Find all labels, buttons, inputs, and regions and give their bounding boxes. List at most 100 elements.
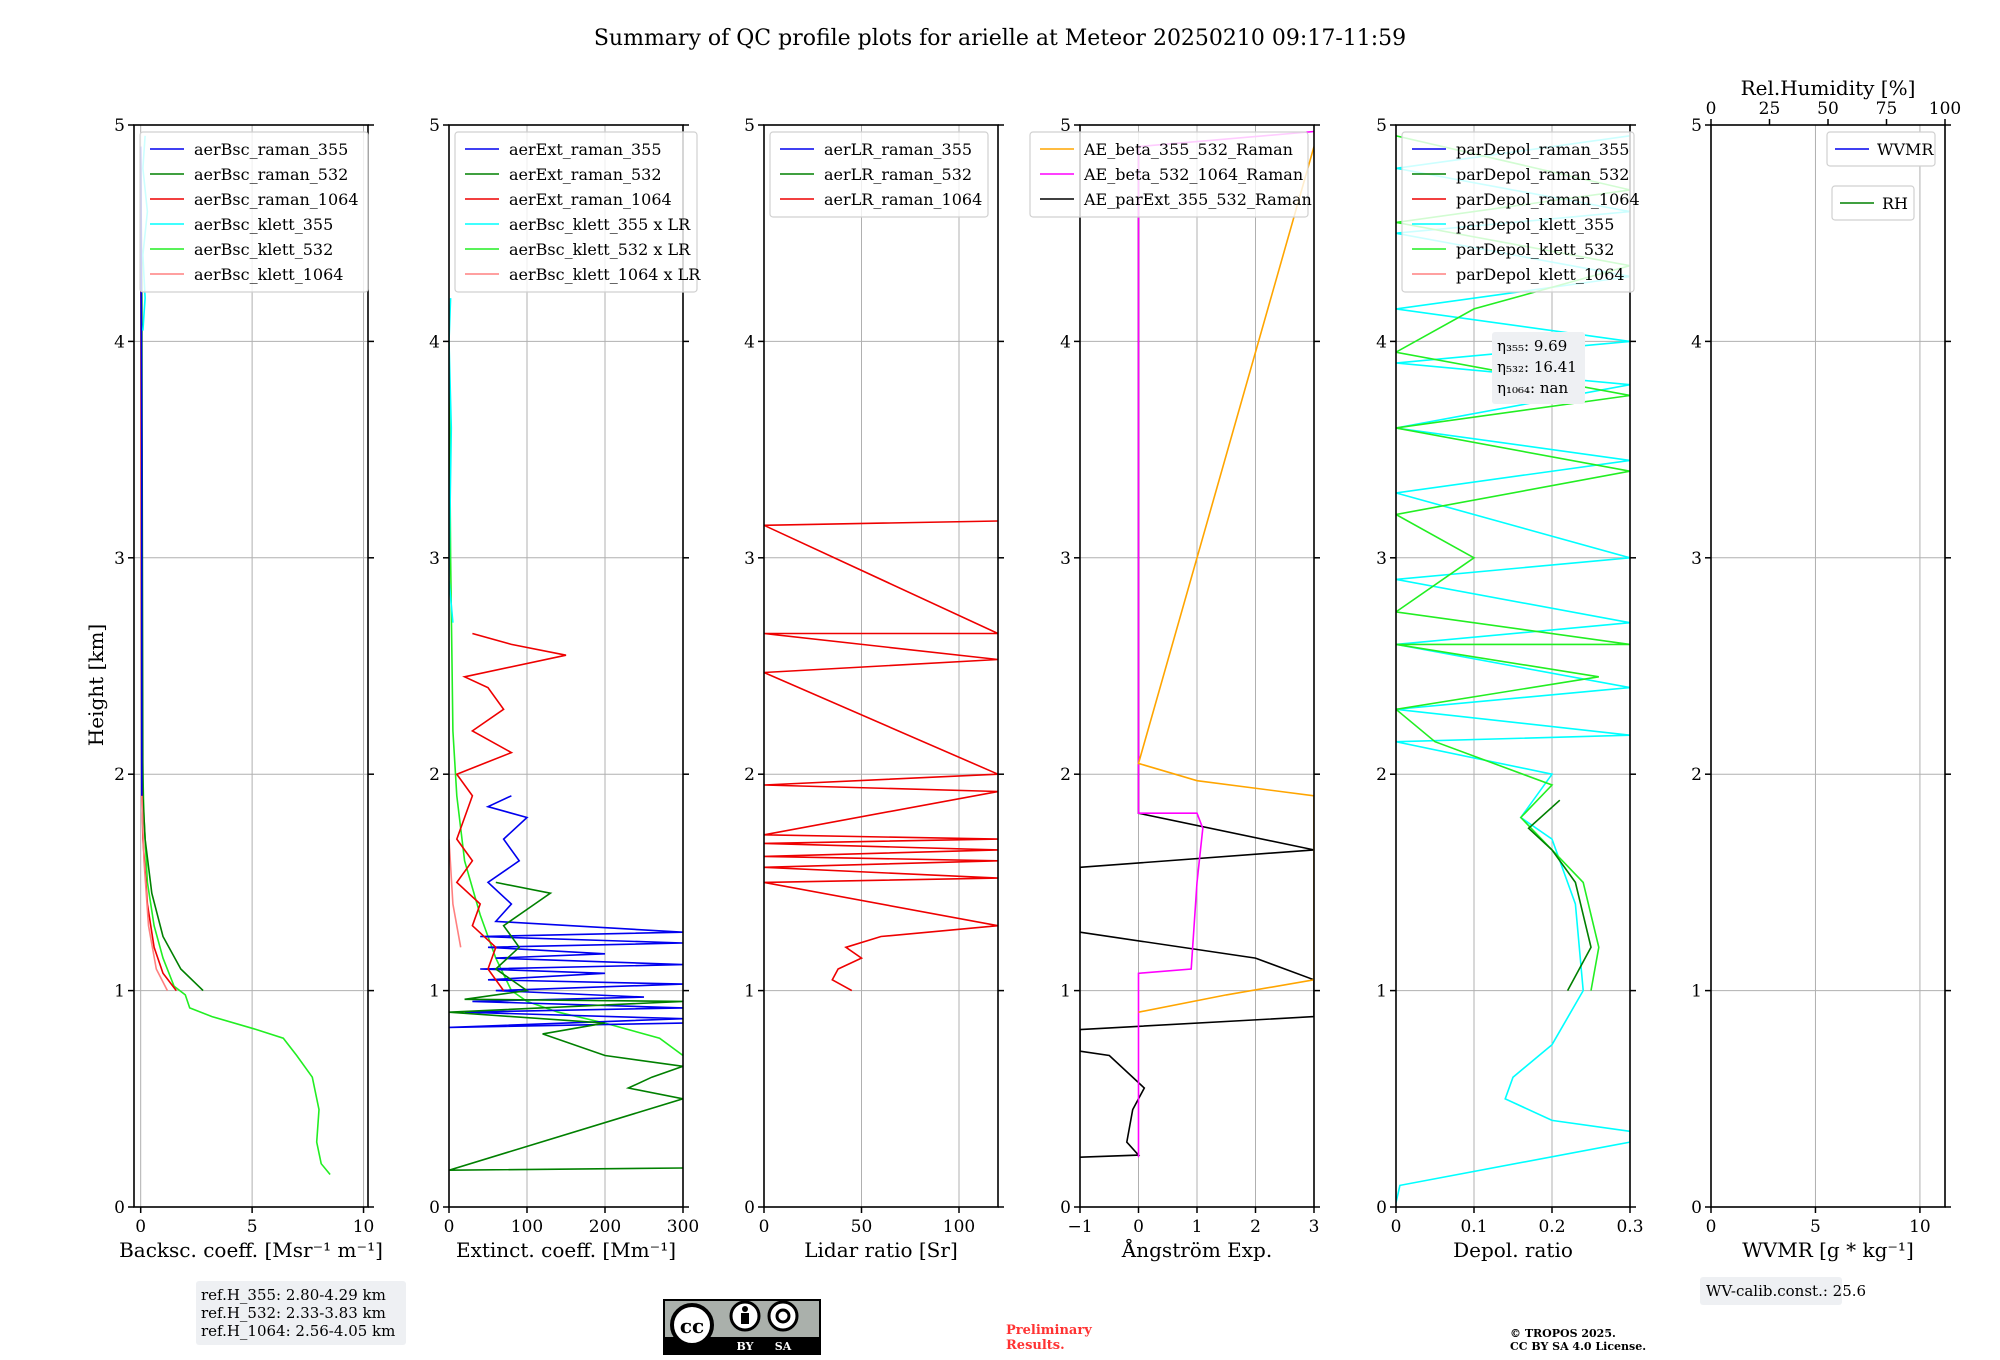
copyright-line-1: © TROPOS 2025. <box>1510 1327 1616 1340</box>
legend-label: aerBsc_klett_532 x LR <box>509 240 691 259</box>
legend-box <box>769 131 989 218</box>
legend-label: aerExt_raman_532 <box>509 165 662 184</box>
y-tick-label: 3 <box>1691 549 1702 569</box>
series-aerLR_raman_1064 <box>764 520 998 992</box>
sa-icon-arrow <box>775 1308 791 1324</box>
y-tick-label: 5 <box>1376 116 1387 136</box>
top-x-tick-label: 100 <box>1929 99 1961 119</box>
y-tick-label: 0 <box>114 1198 125 1218</box>
legend-label: aerBsc_klett_532 <box>194 240 333 259</box>
y-tick-label: 3 <box>1376 549 1387 569</box>
by-icon-body <box>741 1313 749 1324</box>
legend-label: aerLR_raman_1064 <box>824 190 982 209</box>
axes-frame <box>1395 124 1631 1208</box>
top-x-axis-label: Rel.Humidity [%] <box>1741 76 1916 100</box>
x-tick-label: 0 <box>444 1217 455 1237</box>
y-tick-label: 3 <box>744 549 755 569</box>
legend-label: aerLR_raman_355 <box>824 140 972 159</box>
series-parDepol_klett_532 <box>1396 135 1630 991</box>
axes-frame <box>1710 124 1946 1208</box>
legend-label: AE_parExt_355_532_Raman <box>1083 190 1312 209</box>
legend: aerBsc_raman_355 aerBsc_raman_532 aerBsc_r… <box>139 131 369 293</box>
y-tick-label: 1 <box>114 982 125 1002</box>
legend-label: parDepol_klett_532 <box>1456 240 1614 259</box>
y-tick-label: 4 <box>114 332 125 352</box>
x-tick-label: 0 <box>759 1217 770 1237</box>
axes-frame <box>448 124 684 1208</box>
x-tick-label: 100 <box>943 1217 975 1237</box>
legend-label: RH <box>1882 194 1908 213</box>
x-tick-label: 0.1 <box>1460 1217 1487 1237</box>
x-tick-label: 10 <box>1909 1217 1931 1237</box>
x-tick-label: 3 <box>1309 1217 1320 1237</box>
legend-label: aerBsc_raman_1064 <box>194 190 359 209</box>
series-AE_beta_532_1064_Raman <box>1137 130 1314 1158</box>
x-tick-label: 1 <box>1192 1217 1203 1237</box>
series-group <box>1396 135 1630 1203</box>
x-tick-label: 100 <box>511 1217 543 1237</box>
x-axis-label: WVMR [g * kg⁻¹] <box>1742 1238 1914 1262</box>
legend-label: AE_beta_532_1064_Raman <box>1083 165 1303 184</box>
y-tick-label: 4 <box>744 332 755 352</box>
by-label: BY <box>737 1340 754 1353</box>
x-tick-label: 0.2 <box>1538 1217 1565 1237</box>
figure-title: Summary of QC profile plots for arielle … <box>594 26 1406 51</box>
x-axis-label: Backsc. coeff. [Msr⁻¹ m⁻¹] <box>119 1238 383 1262</box>
x-tick-label: 0 <box>1133 1217 1144 1237</box>
legend: WVMR RH <box>1826 131 1936 221</box>
y-tick-label: 1 <box>1691 982 1702 1002</box>
series-AE_parExt_355_532_Raman <box>1080 146 1314 1158</box>
axes-frame <box>133 124 369 1208</box>
ref-height-1064: ref.H_1064: 2.56-4.05 km <box>201 1322 395 1340</box>
y-tick-label: 4 <box>1376 332 1387 352</box>
y-tick-label: 0 <box>1060 1198 1071 1218</box>
x-tick-label: 2 <box>1250 1217 1261 1237</box>
x-tick-label: 0 <box>135 1217 146 1237</box>
top-x-tick-label: 50 <box>1817 99 1839 119</box>
ref-height-532: ref.H_532: 2.33-3.83 km <box>201 1304 386 1322</box>
y-tick-label: 3 <box>1060 549 1071 569</box>
y-tick-label: 4 <box>429 332 440 352</box>
legend-label: WVMR <box>1877 140 1934 159</box>
y-tick-label: 2 <box>114 765 125 785</box>
legend-label: aerBsc_klett_355 x LR <box>509 215 691 234</box>
series-parDepol_raman_532 <box>1527 799 1592 991</box>
legend-label: aerBsc_raman_355 <box>194 140 348 159</box>
series-aerBsc_klett_532 <box>139 168 331 1176</box>
wv-calib-box: WV-calib.const.: 25.6 <box>1700 1277 1866 1305</box>
legend-box <box>1029 131 1309 218</box>
preliminary-line-2: Results. <box>1006 1338 1065 1353</box>
legend-label: aerBsc_klett_1064 <box>194 265 343 284</box>
y-tick-label: 5 <box>114 116 125 136</box>
legend-label: aerExt_raman_1064 <box>509 190 672 209</box>
by-icon-head <box>742 1306 748 1312</box>
ref-height-box: ref.H_355: 2.80-4.29 km ref.H_532: 2.33-… <box>196 1281 406 1345</box>
legend: aerExt_raman_355 aerExt_raman_532 aerExt_r… <box>454 131 701 293</box>
wv-calib-text: WV-calib.const.: 25.6 <box>1706 1282 1866 1300</box>
y-tick-label: 0 <box>429 1198 440 1218</box>
y-tick-label: 1 <box>1060 982 1071 1002</box>
series-group <box>449 298 683 1171</box>
top-x-tick-label: 0 <box>1706 99 1717 119</box>
eta-532: η₅₃₂: 16.41 <box>1497 358 1577 376</box>
panel-depol: 0 1 2 3 4 5 0 0.1 0.2 0.3 Depol. ratio parDepol_ram… <box>1376 116 1643 1262</box>
y-axis-label: Height [km] <box>84 624 108 746</box>
y-tick-label: 2 <box>1376 765 1387 785</box>
legend-label: aerBsc_klett_1064 x LR <box>509 265 701 284</box>
x-tick-label: 10 <box>353 1217 375 1237</box>
series-group <box>764 520 998 992</box>
series-AE_beta_355_532_Raman <box>1137 146 1314 1013</box>
x-axis-label: Depol. ratio <box>1453 1238 1573 1262</box>
y-tick-label: 2 <box>744 765 755 785</box>
y-tick-label: 5 <box>1060 116 1071 136</box>
x-tick-label: 0.3 <box>1616 1217 1643 1237</box>
x-axis-label: Lidar ratio [Sr] <box>804 1238 958 1262</box>
sa-icon <box>767 1300 799 1332</box>
x-tick-label: 5 <box>247 1217 258 1237</box>
y-tick-label: 4 <box>1060 332 1071 352</box>
